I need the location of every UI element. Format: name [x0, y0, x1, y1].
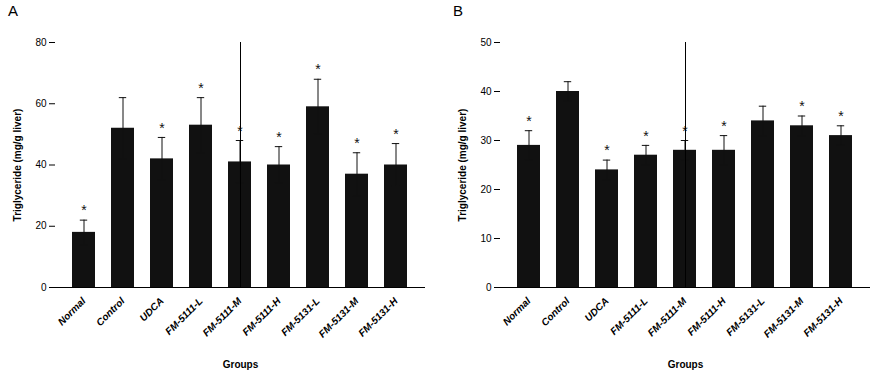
svg-text:30: 30 [480, 135, 492, 146]
svg-text:UDCA: UDCA [582, 295, 610, 323]
svg-text:*: * [315, 61, 321, 77]
html-text:A: A [8, 2, 18, 19]
svg-text:40: 40 [480, 86, 492, 97]
svg-text:*: * [276, 129, 282, 145]
svg-text:FM-5111-L: FM-5111-L [163, 295, 205, 337]
svg-text:FM-5111-M: FM-5111-M [200, 295, 244, 339]
svg-text:0: 0 [486, 282, 492, 293]
svg-text:FM-5111-H: FM-5111-H [240, 295, 283, 338]
svg-text:FM-5111-L: FM-5111-L [608, 295, 650, 337]
svg-text:Control: Control [94, 295, 127, 328]
svg-text:Control: Control [539, 295, 572, 328]
svg-text:*: * [721, 118, 727, 134]
svg-text:FM-5131-M: FM-5131-M [316, 295, 361, 340]
svg-text:60: 60 [35, 98, 47, 109]
svg-text:*: * [159, 120, 165, 136]
svg-text:*: * [604, 142, 610, 158]
svg-text:*: * [838, 108, 844, 124]
svg-text:FM-5131-L: FM-5131-L [278, 295, 322, 338]
svg-text:Triglyceride (mg/g liver): Triglyceride (mg/g liver) [12, 109, 23, 222]
html-text:B: B [453, 2, 463, 19]
svg-text:Groups: Groups [223, 359, 259, 370]
svg-text:Triglyceride (mg/g liver): Triglyceride (mg/g liver) [457, 109, 468, 222]
svg-text:*: * [526, 113, 532, 129]
svg-text:0: 0 [41, 282, 47, 293]
svg-text:*: * [354, 135, 360, 151]
svg-text:*: * [393, 126, 399, 142]
svg-text:FM-5131-H: FM-5131-H [801, 295, 845, 339]
svg-text:20: 20 [480, 184, 492, 195]
svg-text:FM-5131-M: FM-5131-M [761, 295, 806, 340]
svg-text:FM-5131-H: FM-5131-H [356, 295, 400, 339]
svg-text:FM-5111-M: FM-5111-M [645, 295, 689, 339]
svg-text:Groups: Groups [668, 359, 704, 370]
svg-text:80: 80 [35, 37, 47, 48]
svg-text:40: 40 [35, 159, 47, 170]
svg-text:*: * [81, 202, 87, 218]
svg-text:10: 10 [480, 233, 492, 244]
svg-text:Normal: Normal [501, 295, 533, 327]
svg-text:*: * [198, 80, 204, 96]
svg-text:50: 50 [480, 37, 492, 48]
svg-text:*: * [799, 98, 805, 114]
svg-text:20: 20 [35, 220, 47, 231]
svg-text:FM-5131-L: FM-5131-L [723, 295, 767, 338]
svg-text:*: * [643, 128, 649, 144]
svg-text:FM-5111-H: FM-5111-H [685, 295, 728, 338]
svg-text:UDCA: UDCA [137, 295, 165, 323]
svg-text:Normal: Normal [56, 295, 88, 327]
